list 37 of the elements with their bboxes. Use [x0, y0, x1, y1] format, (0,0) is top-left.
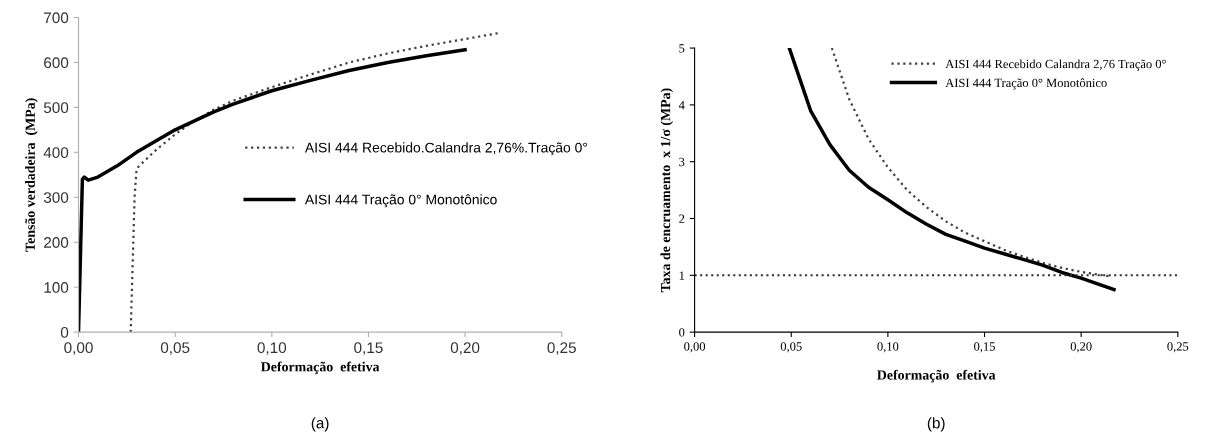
- x-tick-label: 0,20: [1070, 342, 1092, 353]
- y-tick-label: 2: [679, 214, 685, 223]
- y-tick-label: 1: [679, 271, 685, 280]
- y-tick-label: 5: [679, 44, 685, 53]
- x-tick-label: 0,05: [160, 342, 190, 355]
- legend-label: AISI 444 Recebido.Calandra 2,76%.Tração 0°: [304, 142, 588, 156]
- y-tick-label: 600: [44, 57, 69, 69]
- y-axis-title: Tensão verdadeira (MPa): [25, 98, 38, 252]
- x-tick-label: 0,15: [354, 342, 383, 355]
- legend-label: AISI 444 Tração 0° Monotônico: [304, 194, 497, 208]
- y-tick-label: 100: [44, 282, 69, 293]
- line-series: [787, 48, 1116, 292]
- y-tick-label: 300: [43, 192, 69, 203]
- x-tick-label: 0,25: [1167, 342, 1189, 353]
- x-tick-label: 0,05: [780, 342, 802, 353]
- x-axis-title: Deformação efetiva: [877, 369, 996, 383]
- text: (b): [927, 417, 945, 432]
- legend-label: AISI 444 Tração 0° Monotônico: [945, 78, 1107, 90]
- y-tick-label: 3: [679, 157, 685, 167]
- x-tick-label: 0,25: [547, 342, 576, 355]
- x-tick-label: 0,15: [974, 342, 995, 353]
- y-tick-label: 200: [44, 237, 69, 248]
- y-tick-label: 4: [678, 100, 685, 110]
- text: (a): [311, 417, 329, 432]
- x-tick-label: 0,20: [450, 342, 480, 355]
- y-tick-label: 0: [679, 328, 685, 337]
- y-tick-label: 500: [43, 102, 69, 114]
- y-tick-label: 400: [43, 147, 69, 159]
- x-tick-label: 0,10: [257, 342, 287, 355]
- x-tick-label: 0,00: [64, 342, 93, 355]
- y-tick-label: 700: [44, 12, 69, 24]
- legend-label: AISI 444 Recebido Calandra 2,76 Tração 0°: [945, 59, 1166, 71]
- y-tick-label: 0: [60, 326, 69, 338]
- y-axis-title: Taxa de encruamento x 1/σ (MPa): [660, 88, 674, 293]
- x-tick-label: 0,00: [684, 342, 706, 353]
- x-axis-title: Deformação efetiva: [260, 361, 380, 375]
- x-tick-label: 0,10: [877, 342, 899, 353]
